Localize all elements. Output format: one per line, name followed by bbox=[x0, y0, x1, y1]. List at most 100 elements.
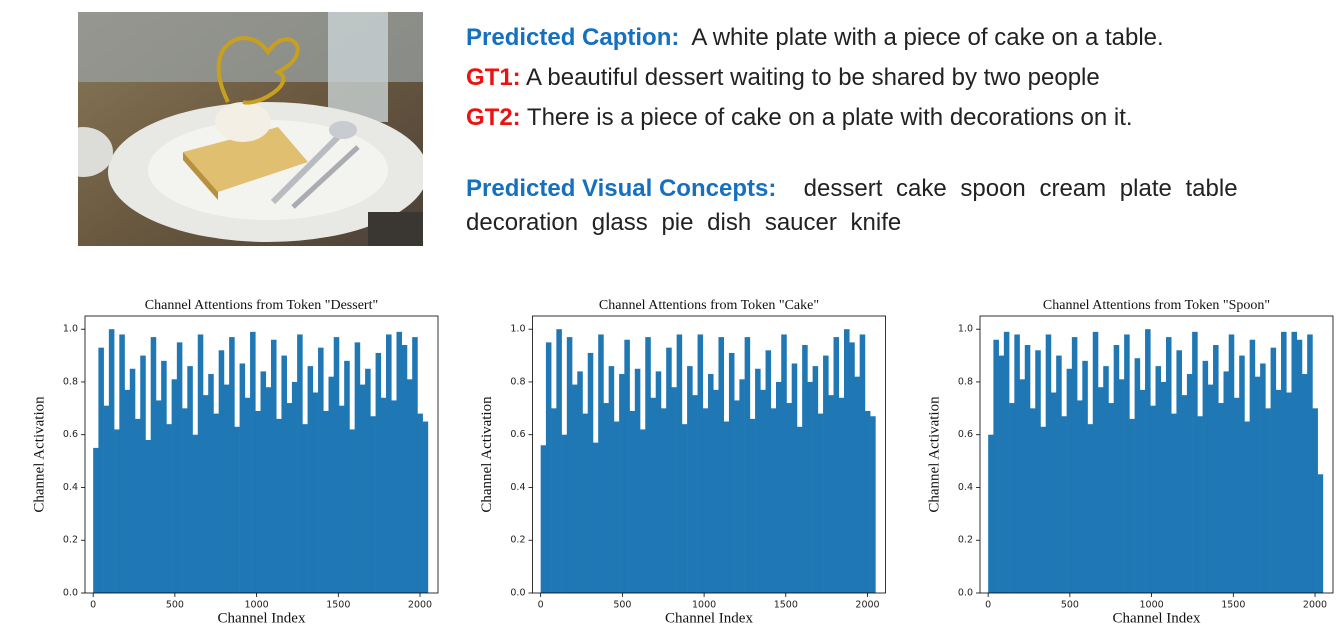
bar bbox=[412, 337, 418, 593]
bar bbox=[697, 334, 704, 593]
bar bbox=[598, 334, 604, 593]
bar bbox=[1134, 358, 1141, 593]
bar bbox=[1030, 408, 1036, 593]
bar bbox=[391, 400, 397, 593]
chart: Channel Attentions from Token "Spoon" 0.0… bbox=[926, 298, 1334, 626]
bar bbox=[349, 429, 355, 593]
bar bbox=[244, 397, 251, 593]
x-tick-label: 0 bbox=[538, 600, 544, 611]
bar bbox=[1192, 331, 1198, 593]
bar bbox=[1087, 424, 1094, 593]
bar bbox=[250, 331, 256, 593]
y-tick-label: 0.0 bbox=[510, 588, 525, 599]
gt2: GT2: There is a piece of cake on a plate… bbox=[466, 104, 1133, 132]
bar bbox=[1056, 355, 1062, 593]
bar bbox=[1270, 347, 1277, 593]
bar bbox=[182, 408, 188, 593]
chart: Channel Attentions from Token "Dessert" 0… bbox=[31, 298, 439, 626]
concepts-label: Predicted Visual Concepts: bbox=[466, 175, 777, 202]
bar bbox=[297, 334, 303, 593]
bar bbox=[582, 413, 589, 593]
bar bbox=[1103, 366, 1109, 593]
bar bbox=[713, 389, 719, 593]
bar bbox=[1129, 418, 1135, 593]
y-tick-label: 0.8 bbox=[958, 376, 973, 387]
x-tick-label: 500 bbox=[613, 600, 631, 611]
bar bbox=[396, 331, 403, 593]
bar bbox=[624, 339, 630, 593]
bar bbox=[150, 337, 157, 593]
plot-frame bbox=[532, 315, 886, 594]
bar bbox=[365, 368, 371, 593]
bar bbox=[1108, 403, 1114, 593]
bar bbox=[328, 376, 335, 593]
bar bbox=[1071, 337, 1078, 593]
bar bbox=[1181, 395, 1188, 593]
y-tick-label: 1.0 bbox=[63, 324, 78, 335]
y-tick-label: 0.6 bbox=[958, 429, 973, 440]
bar bbox=[796, 426, 803, 593]
bar bbox=[1035, 350, 1041, 593]
bar bbox=[1218, 403, 1224, 593]
bar bbox=[192, 434, 199, 593]
bar bbox=[1077, 400, 1083, 593]
bar bbox=[556, 329, 562, 593]
bar bbox=[1139, 389, 1146, 593]
bar bbox=[723, 421, 730, 593]
bar bbox=[161, 360, 167, 593]
bar bbox=[417, 413, 423, 593]
bar bbox=[870, 416, 876, 593]
bar bbox=[833, 337, 840, 593]
x-tick-label: 1000 bbox=[1140, 600, 1164, 611]
plot-frame bbox=[979, 315, 1334, 594]
x-tick-label: 2000 bbox=[855, 600, 879, 611]
bar bbox=[1275, 389, 1282, 593]
bar bbox=[1066, 368, 1073, 593]
bar bbox=[265, 387, 272, 593]
charts: Channel Attentions from Token "Dessert" 0… bbox=[31, 298, 1334, 626]
photo bbox=[78, 12, 423, 246]
gt-text: A beautiful dessert waiting to be shared… bbox=[526, 64, 1100, 91]
bar bbox=[1312, 408, 1318, 593]
caption-text: A white plate with a piece of cake on a … bbox=[691, 24, 1164, 51]
y-tick-label: 0.8 bbox=[63, 376, 78, 387]
bar bbox=[791, 363, 798, 593]
bar bbox=[406, 379, 413, 593]
bar bbox=[1291, 331, 1298, 593]
x-axis-label: Channel Index bbox=[1113, 610, 1201, 626]
bar bbox=[281, 355, 287, 593]
bar bbox=[1003, 331, 1010, 593]
gt-text: There is a piece of cake on a plate with… bbox=[526, 104, 1133, 131]
bar bbox=[1145, 329, 1151, 593]
bar bbox=[1260, 363, 1266, 593]
bar bbox=[603, 403, 609, 593]
bar bbox=[1009, 403, 1015, 593]
bar bbox=[666, 347, 672, 593]
gt-label: GT2: bbox=[466, 104, 521, 131]
bar bbox=[1061, 416, 1067, 593]
chart: Channel Attentions from Token "Cake" 0.0 0… bbox=[479, 298, 886, 626]
bar bbox=[838, 397, 845, 593]
bar bbox=[998, 355, 1005, 593]
bar bbox=[375, 352, 382, 593]
bar bbox=[613, 421, 620, 593]
x-axis-label: Channel Index bbox=[665, 610, 753, 626]
y-tick-label: 0.6 bbox=[63, 429, 78, 440]
bar bbox=[260, 371, 267, 593]
caption: Predicted Caption: A white plate with a … bbox=[466, 24, 1164, 52]
bar bbox=[770, 408, 777, 593]
gt-label: GT1: bbox=[466, 64, 521, 91]
bar bbox=[124, 389, 131, 593]
bar bbox=[318, 347, 324, 593]
bar bbox=[239, 363, 246, 593]
bar bbox=[718, 337, 725, 593]
bar bbox=[749, 418, 756, 593]
bar bbox=[629, 410, 636, 593]
bar bbox=[1155, 366, 1162, 593]
bar bbox=[739, 379, 745, 593]
bar bbox=[166, 424, 172, 593]
x-tick-label: 2000 bbox=[408, 600, 432, 611]
bar bbox=[1223, 371, 1230, 593]
bar bbox=[566, 337, 573, 593]
